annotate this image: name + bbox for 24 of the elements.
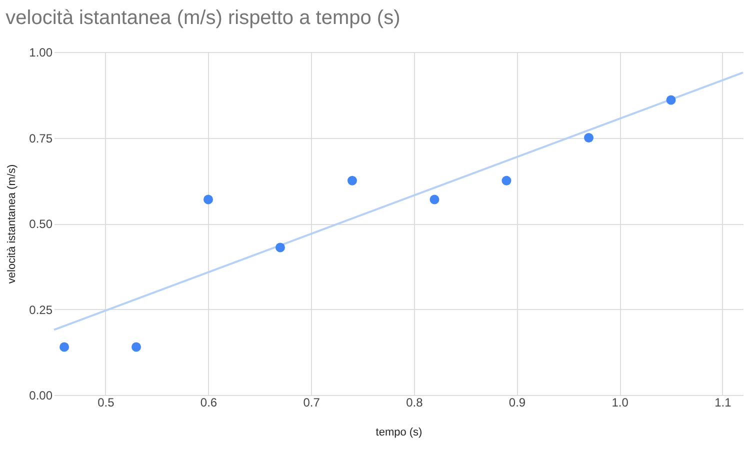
point <box>430 194 440 204</box>
point <box>502 176 512 186</box>
point <box>132 342 142 352</box>
x-tick-label: 0.6 <box>200 396 218 410</box>
y-tick-label: 1.00 <box>29 46 53 60</box>
y-axis-title: velocità istantanea (m/s) <box>6 164 18 284</box>
y-tick-label: 0.75 <box>29 131 53 146</box>
y-tick-label: 0.00 <box>29 388 53 402</box>
x-tick-label: 0.5 <box>98 396 115 410</box>
y-tick-label: 0.25 <box>29 302 53 317</box>
x-tick-label: 1.1 <box>714 396 732 410</box>
point <box>347 176 357 186</box>
x-tick-label: 0.9 <box>508 396 526 410</box>
x-tick-label: 0.8 <box>406 396 424 410</box>
point <box>204 194 213 204</box>
point <box>584 133 594 142</box>
x-axis-title: tempo (s) <box>376 426 422 438</box>
point <box>60 342 70 352</box>
point <box>275 242 285 252</box>
point <box>666 95 676 105</box>
x-tick-label: 0.7 <box>303 396 320 410</box>
y-tick-label: 0.50 <box>29 217 53 231</box>
chart-title: velocità istantanea (m/s) rispetto a tempo (s) <box>6 7 400 29</box>
x-tick-label: 1.0 <box>612 396 629 410</box>
